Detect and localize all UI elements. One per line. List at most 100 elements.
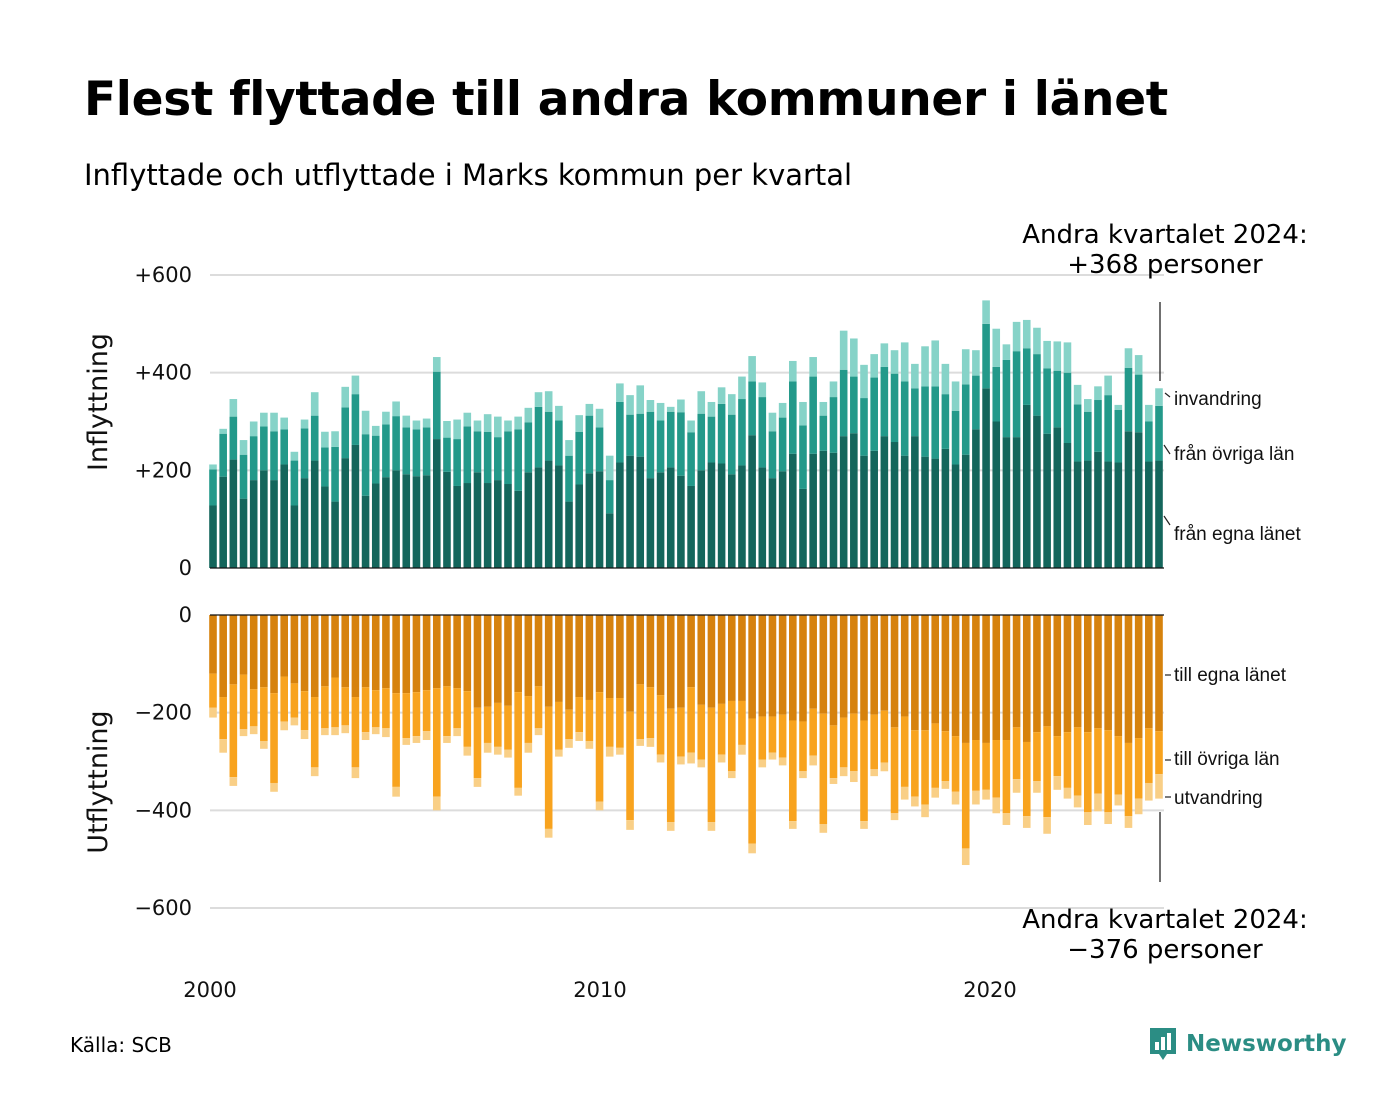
bar-segment xyxy=(1063,787,1072,799)
bar-segment xyxy=(778,402,787,418)
bar-segment xyxy=(748,356,756,382)
bar-segment xyxy=(392,693,400,787)
bar-segment xyxy=(392,401,400,417)
bar-segment xyxy=(341,687,350,726)
bar-segment xyxy=(646,400,655,412)
bar-segment xyxy=(992,366,1001,422)
bar-segment xyxy=(961,848,970,866)
bar-segment xyxy=(605,480,614,514)
bar-segment xyxy=(1012,351,1021,438)
bar-segment xyxy=(890,373,899,443)
y-tick-label: −400 xyxy=(134,798,192,822)
bar-segment xyxy=(839,369,848,437)
bar-segment xyxy=(544,706,553,829)
bar-segment xyxy=(1134,355,1143,375)
bar-segment xyxy=(412,692,421,737)
bar-segment xyxy=(1073,795,1082,808)
bar-segment xyxy=(1002,740,1011,814)
y-tick-label: +600 xyxy=(134,263,192,287)
bar-segment xyxy=(351,444,360,568)
bar-segment xyxy=(961,742,970,849)
bar-segment xyxy=(1012,727,1021,780)
bar-segment xyxy=(697,615,706,705)
bar-segment xyxy=(483,706,492,743)
y-axis-title: Inflyttning xyxy=(83,333,114,471)
bar-segment xyxy=(473,420,482,432)
chart-subtitle: Inflyttade och utflyttade i Marks kommun… xyxy=(84,158,853,192)
bar-segment xyxy=(270,480,278,568)
bar-segment xyxy=(1134,615,1143,739)
bar-segment xyxy=(961,615,970,743)
bar-segment xyxy=(687,432,695,486)
bar-segment xyxy=(748,615,756,719)
bar-segment xyxy=(209,707,217,718)
bar-segment xyxy=(1094,728,1102,794)
bar-segment xyxy=(1084,399,1092,412)
y-tick-label: 0 xyxy=(179,603,192,627)
bar-segment xyxy=(707,822,716,831)
bar-segment xyxy=(697,759,706,768)
bar-segment xyxy=(443,615,451,687)
bar-segment xyxy=(799,425,807,489)
bar-segment xyxy=(789,720,797,822)
bar-segment xyxy=(585,740,594,749)
segment-label: från egna länet xyxy=(1174,524,1301,545)
bar-segment xyxy=(300,428,309,479)
bar-segment xyxy=(931,787,940,798)
bar-segment xyxy=(219,739,227,753)
bar-segment xyxy=(443,686,451,737)
bar-segment xyxy=(809,453,817,568)
bar-segment xyxy=(341,458,350,569)
bar-segment xyxy=(707,707,716,823)
bar-segment xyxy=(677,707,685,757)
bar-segment xyxy=(890,813,899,821)
bar-segment xyxy=(361,732,370,741)
bar-segment xyxy=(321,686,329,729)
bar-segment xyxy=(270,782,278,792)
bar-segment xyxy=(768,431,777,479)
bar-segment xyxy=(768,478,777,568)
bar-segment xyxy=(1124,348,1133,368)
bar-segment xyxy=(1022,319,1031,349)
bar-segment xyxy=(209,464,217,470)
bar-segment xyxy=(1063,342,1072,373)
bar-segment xyxy=(524,407,533,423)
bar-segment xyxy=(636,684,645,740)
y-axis-title: Utflyttning xyxy=(83,710,114,853)
bar-segment xyxy=(636,739,645,746)
bar-segment xyxy=(616,383,624,402)
bar-segment xyxy=(270,615,278,694)
bar-segment xyxy=(707,401,716,417)
bar-segment xyxy=(890,615,899,728)
bar-segment xyxy=(1084,411,1092,461)
bar-segment xyxy=(656,472,665,568)
bar-segment xyxy=(432,439,441,568)
bar-segment xyxy=(219,428,227,434)
source-note: Källa: SCB xyxy=(70,1033,172,1057)
bar-segment xyxy=(850,376,858,434)
bar-segment xyxy=(1053,615,1062,737)
bar-segment xyxy=(310,460,319,568)
bar-segment xyxy=(880,436,889,568)
bar-segment xyxy=(992,797,1001,814)
bar-segment xyxy=(605,455,614,481)
bar-segment xyxy=(382,688,390,729)
bar-segment xyxy=(504,749,512,758)
bar-segment xyxy=(432,688,441,797)
bar-segment xyxy=(799,721,807,772)
bar-segment xyxy=(1114,794,1123,806)
bar-segment xyxy=(432,371,441,440)
bar-segment xyxy=(1094,400,1102,452)
bar-segment xyxy=(982,789,990,800)
bar-segment xyxy=(727,615,736,701)
bar-segment xyxy=(249,436,258,481)
bar-segment xyxy=(626,455,634,568)
bar-segment xyxy=(432,615,441,689)
bar-segment xyxy=(463,615,472,692)
bar-segment xyxy=(880,710,889,763)
bar-segment xyxy=(1002,813,1011,825)
bar-segment xyxy=(931,723,940,788)
bar-segment xyxy=(656,420,665,473)
bar-segment xyxy=(809,615,817,709)
bar-segment xyxy=(870,714,878,770)
